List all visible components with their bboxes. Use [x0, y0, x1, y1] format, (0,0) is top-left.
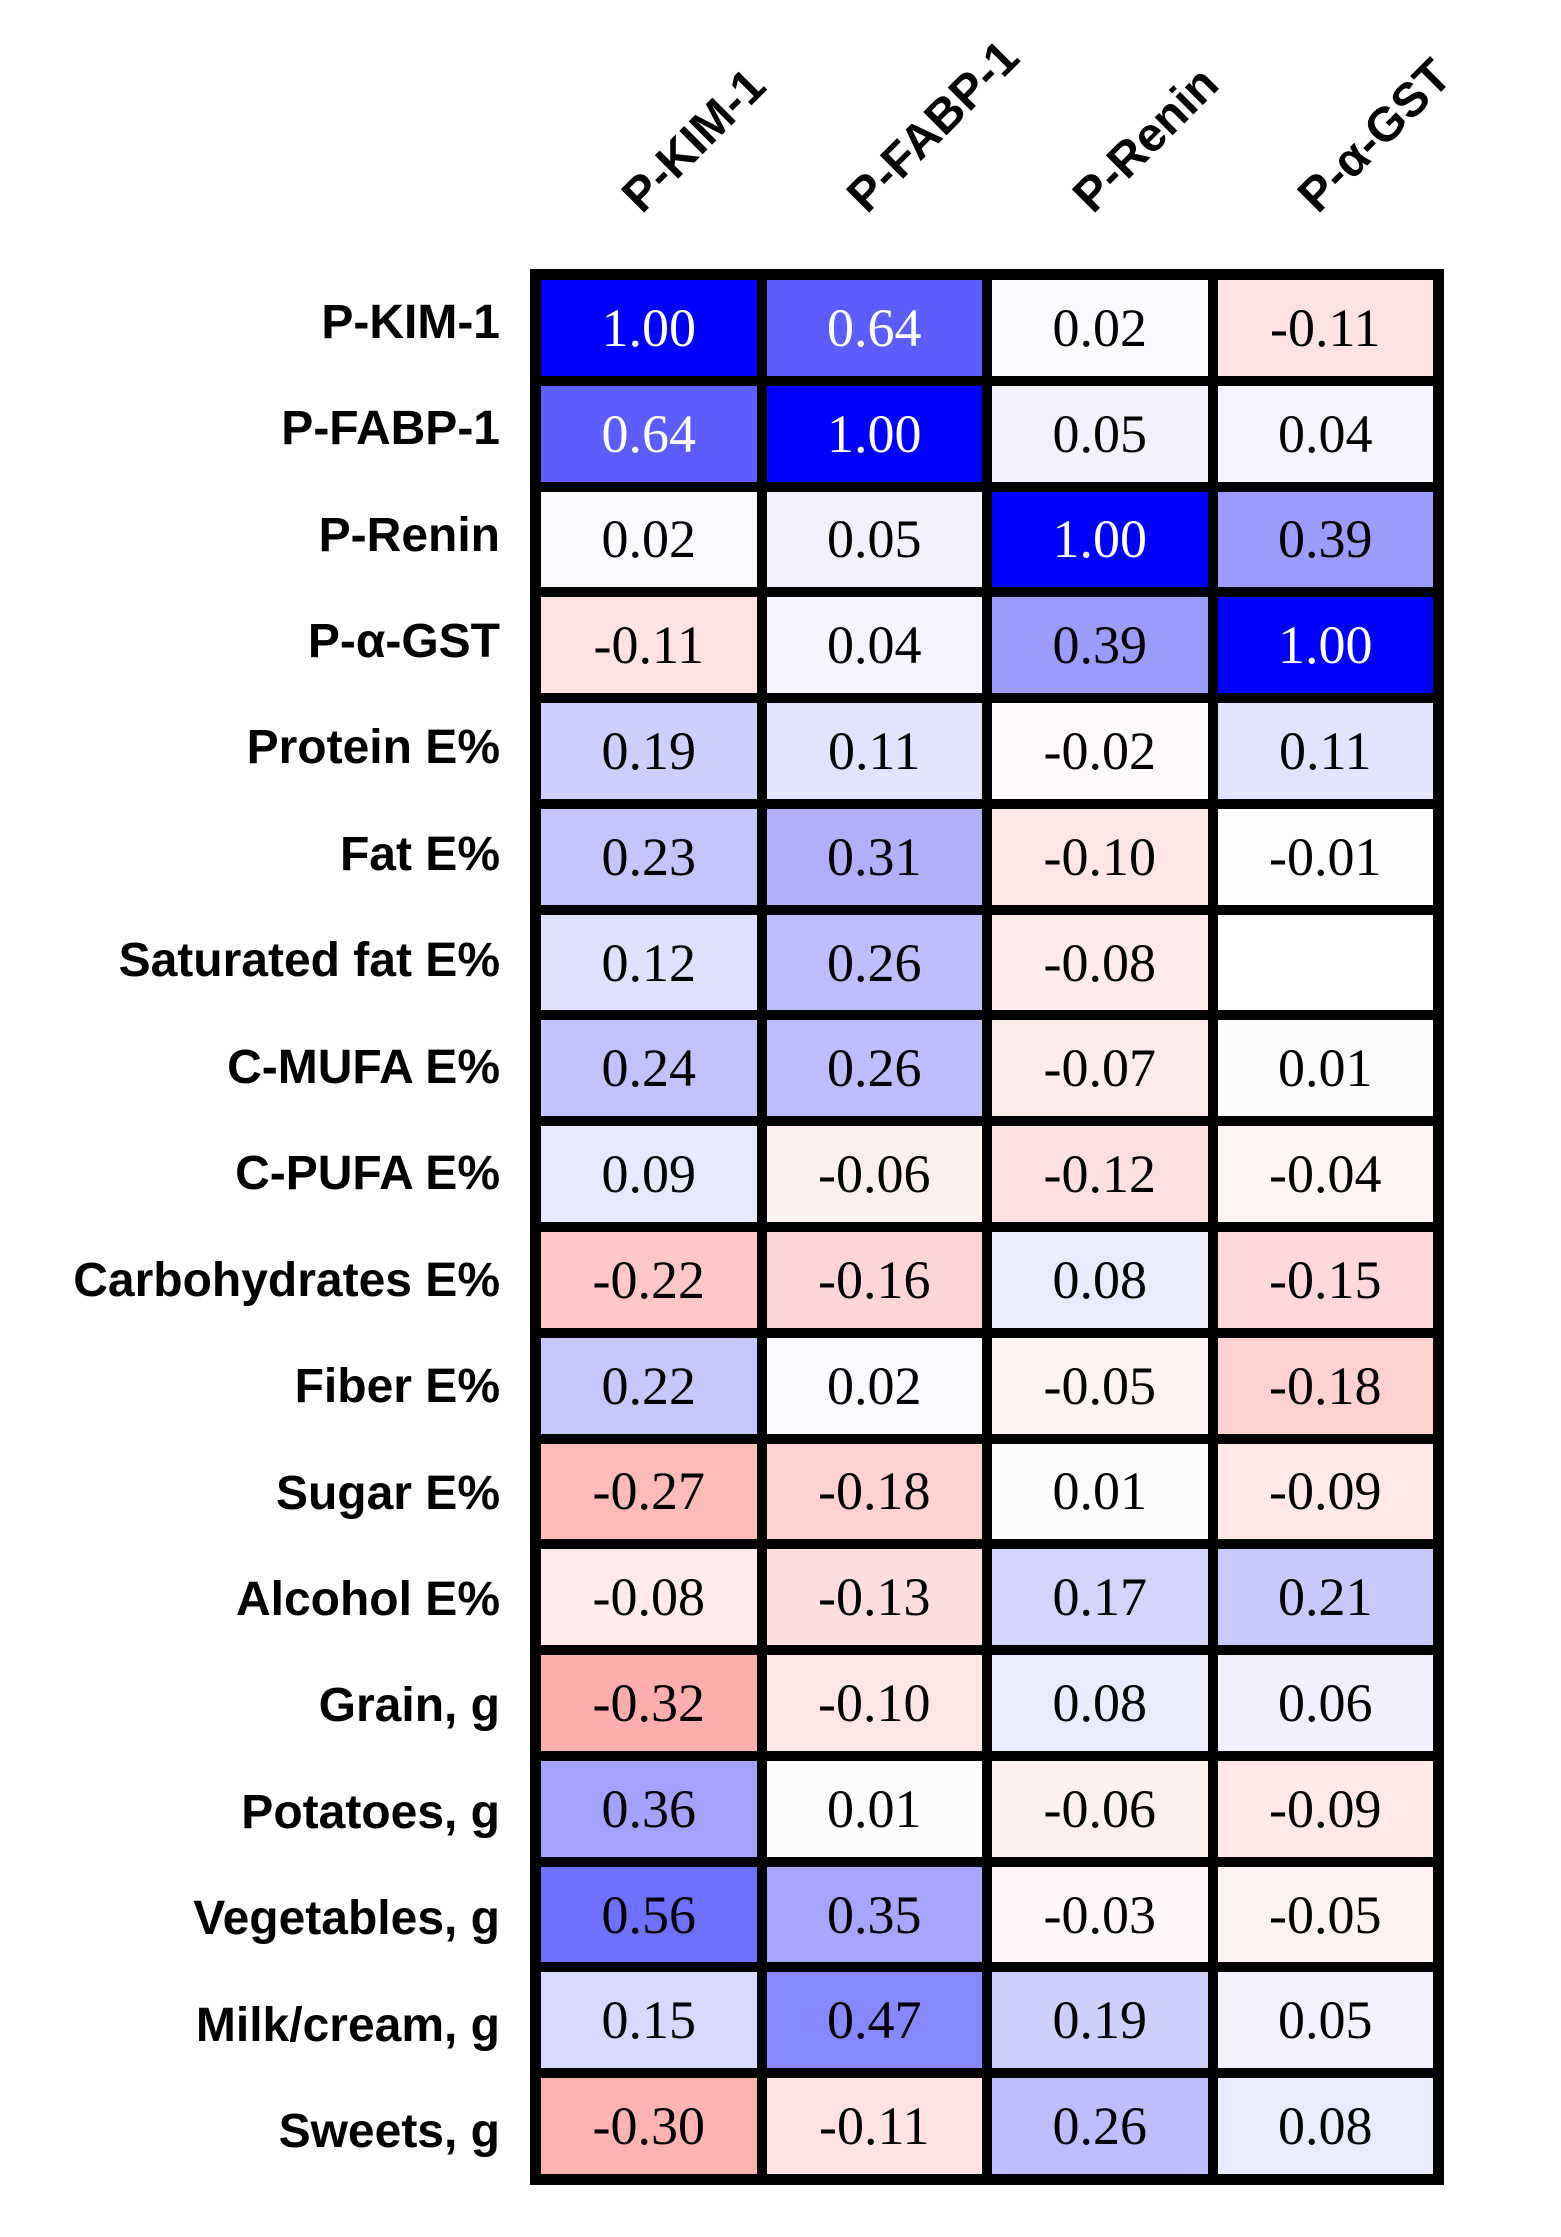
heatmap-cell: 0.05	[987, 380, 1213, 487]
heatmap-cell: 0.39	[987, 592, 1213, 699]
heatmap-cell: -0.16	[761, 1227, 987, 1333]
row-label: Carbohydrates E%	[73, 1253, 500, 1307]
heatmap-cell: 0.22	[536, 1332, 762, 1439]
heatmap-cell: 0.09	[536, 1121, 762, 1227]
heatmap-cell: 0.04	[761, 592, 987, 699]
heatmap-cell: 0.08	[987, 1650, 1213, 1756]
heatmap-cell: -0.18	[761, 1438, 987, 1545]
heatmap-cell: 0.26	[761, 1015, 987, 1122]
heatmap-cell: 0.01	[1212, 1015, 1438, 1122]
heatmap-cell: 0.64	[761, 275, 987, 381]
heatmap-cell: 0.19	[987, 1967, 1213, 2074]
heatmap-cell: 0.39	[1212, 486, 1438, 593]
heatmap-cell: 0.02	[536, 486, 762, 593]
heatmap-cell: -0.10	[987, 803, 1213, 910]
heatmap-cell: 0.24	[536, 1015, 762, 1122]
heatmap-cell: 0.01	[761, 1755, 987, 1862]
heatmap-cell: 0.31	[761, 803, 987, 910]
column-header: P-α-GST	[1288, 49, 1462, 223]
heatmap-cell: -0.08	[536, 1544, 762, 1651]
heatmap-cell: 0.35	[761, 1861, 987, 1968]
heatmap-cell: 1.00	[1212, 592, 1438, 699]
heatmap-cell: 0.11	[761, 698, 987, 804]
heatmap-cell: 0.26	[987, 2073, 1213, 2179]
row-label: P-α-GST	[307, 615, 500, 669]
column-header: P-Renin	[1062, 57, 1229, 223]
column-headers: P-KIM-1 P-FABP-1 P-Renin P-α-GST	[0, 0, 1561, 269]
heatmap-cell: -0.32	[536, 1650, 762, 1756]
heatmap-cell: 0.08	[1212, 2073, 1438, 2179]
heatmap-cell: 0.05	[761, 486, 987, 593]
heatmap-cell: -0.09	[1212, 1438, 1438, 1545]
column-header: P-KIM-1	[611, 58, 776, 223]
row-label: Alcohol E%	[235, 1573, 500, 1627]
heatmap-cell: 0.05	[1212, 1967, 1438, 2074]
heatmap-cell: -0.09	[1212, 1755, 1438, 1862]
heatmap-cell: 0.21	[1212, 1544, 1438, 1651]
row-label: Fiber E%	[294, 1360, 500, 1414]
heatmap-cell: 0.06	[1212, 1650, 1438, 1756]
row-label: C-MUFA E%	[227, 1040, 500, 1094]
heatmap-cell: -0.11	[761, 2073, 987, 2179]
heatmap-cell: -0.11	[536, 592, 762, 699]
heatmap-cell: 1.00	[536, 275, 762, 381]
heatmap-cell: -0.06	[987, 1755, 1213, 1862]
heatmap-cell: -0.15	[1212, 1227, 1438, 1333]
heatmap-cell: 0.12	[536, 909, 762, 1016]
row-label: Protein E%	[246, 721, 500, 775]
row-label: P-KIM-1	[321, 295, 500, 349]
row-labels: P-KIM-1 P-FABP-1 P-Renin P-α-GST Protein E% F…	[0, 269, 516, 2185]
heatmap-cell: 0.56	[536, 1861, 762, 1968]
heatmap-cell: -0.05	[987, 1332, 1213, 1439]
heatmap-cell: 0.26	[761, 909, 987, 1016]
row-label: Milk/cream, g	[195, 1998, 500, 2052]
heatmap-cell: 0.15	[536, 1967, 762, 2074]
heatmap-cell: 1.00	[761, 380, 987, 487]
heatmap-cell: -0.27	[536, 1438, 762, 1545]
row-label: P-FABP-1	[281, 402, 500, 456]
row-label: Saturated fat E%	[118, 934, 500, 988]
heatmap-cell: 0.17	[987, 1544, 1213, 1651]
heatmap-cell: -0.30	[536, 2073, 762, 2179]
column-header: P-FABP-1	[837, 30, 1030, 223]
heatmap-cell: 0.02	[987, 275, 1213, 381]
heatmap-cell: -0.03	[987, 1861, 1213, 1968]
heatmap-cell: 0.04	[1212, 380, 1438, 487]
row-label: P-Renin	[318, 508, 500, 562]
heatmap-cell: 0.11	[1212, 698, 1438, 804]
heatmap-cell: -0.07	[987, 1015, 1213, 1122]
heatmap-cell: 0.02	[761, 1332, 987, 1439]
heatmap-cell: -0.01	[1212, 803, 1438, 910]
heatmap-cell: -0.22	[536, 1227, 762, 1333]
heatmap-cell: -0.04	[1212, 1121, 1438, 1227]
heatmap-cell: -0.06	[761, 1121, 987, 1227]
row-label: Grain, g	[318, 1679, 500, 1733]
heatmap-grid: 1.00 0.64 0.02 -0.11 0.64 1.00 0.05 0.04 0.02 0.0…	[530, 269, 1444, 2185]
row-label: Vegetables, g	[193, 1892, 500, 1946]
heatmap-cell: -0.18	[1212, 1332, 1438, 1439]
heatmap-cell: -0.12	[987, 1121, 1213, 1227]
row-label: Potatoes, g	[241, 1785, 500, 1839]
heatmap-cell: 0.19	[536, 698, 762, 804]
heatmap-cell: 1.00	[987, 486, 1213, 593]
heatmap-cell: -0.10	[761, 1650, 987, 1756]
heatmap-cell: -0.05	[1212, 1861, 1438, 1968]
heatmap-cell: 0.01	[987, 1438, 1213, 1545]
heatmap-cell: 0.36	[536, 1755, 762, 1862]
row-label: Fat E%	[339, 827, 500, 881]
row-label: C-PUFA E%	[235, 1147, 500, 1201]
heatmap-cell	[1212, 909, 1438, 1016]
heatmap-cell: 0.47	[761, 1967, 987, 2074]
heatmap-cell: -0.11	[1212, 275, 1438, 381]
heatmap-cell: -0.13	[761, 1544, 987, 1651]
heatmap-cell: -0.08	[987, 909, 1213, 1016]
heatmap-cell: 0.64	[536, 380, 762, 487]
heatmap-cell: 0.23	[536, 803, 762, 910]
row-label: Sugar E%	[275, 1466, 500, 1520]
heatmap-cell: -0.02	[987, 698, 1213, 804]
heatmap-cell: 0.08	[987, 1227, 1213, 1333]
row-label: Sweets, g	[278, 2105, 500, 2159]
